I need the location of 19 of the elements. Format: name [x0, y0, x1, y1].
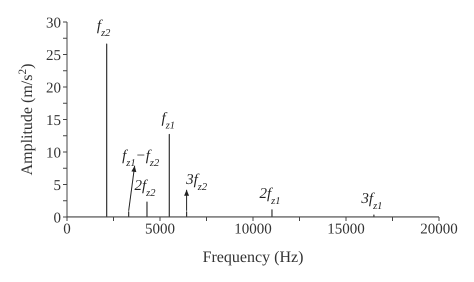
y-tick-label: 15 [46, 112, 61, 129]
x-tick-label: 10000 [234, 222, 272, 238]
annotation: 3f$_{z2}$ [185, 172, 208, 192]
annotation: 2f$_{z1}$ [259, 186, 280, 206]
y-tick-label: 5 [54, 178, 61, 194]
x-axis-title: Frequency (Hz) [202, 249, 304, 266]
y-tick-label: 30 [46, 15, 61, 32]
annotation: f$_{z1}$−f$_{z2}$ [122, 148, 160, 168]
annotation: 3f$_{z1}$ [360, 191, 382, 212]
x-tick-label: 15000 [327, 222, 365, 238]
y-tick-label: 10 [46, 145, 61, 162]
annotation: 2f$_{z2}$ [134, 178, 156, 199]
x-tick-label: 5000 [145, 222, 175, 238]
y-tick-label: 0 [54, 210, 61, 226]
y-tick-label: 25 [46, 48, 61, 64]
annotation: f$_{z2}$ [96, 18, 112, 39]
annotation: f$_{z1}$ [162, 110, 176, 131]
x-tick-label: 20000 [420, 222, 458, 238]
y-tick-label: 20 [46, 80, 61, 96]
